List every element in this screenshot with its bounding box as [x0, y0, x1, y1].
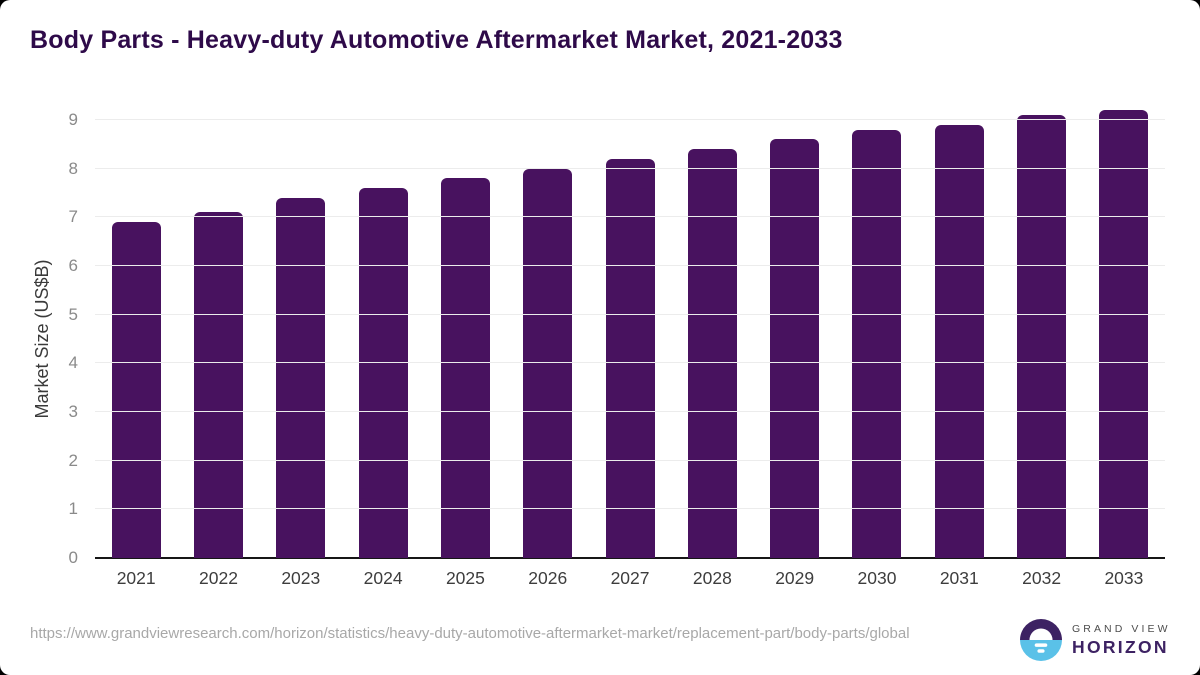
bar-column-2030	[836, 100, 918, 558]
bar-2021[interactable]	[111, 222, 161, 558]
x-tick-2031: 2031	[939, 568, 979, 588]
gridline-9	[95, 118, 1165, 120]
x-axis-labels: 2021 2022 2023 2024 2025 2026 2027 2028 2029 2030…	[95, 568, 1165, 589]
bar-series	[95, 100, 1165, 558]
chart-title: Body Parts - Heavy-duty Automotive After…	[30, 26, 843, 54]
bar-column-2031	[918, 100, 1000, 558]
bar-column-2025	[424, 100, 506, 558]
y-tick-0: 0	[68, 548, 78, 567]
bar-2025[interactable]	[440, 178, 490, 558]
bar-2030[interactable]	[852, 129, 902, 558]
y-tick-2: 2	[68, 450, 78, 470]
bar-column-2021	[95, 100, 177, 558]
x-tick-2022: 2022	[199, 568, 238, 588]
logo-line-grand-view: GRAND VIEW	[1072, 622, 1171, 635]
y-tick-3: 3	[68, 401, 78, 421]
x-tick-2021: 2021	[116, 568, 156, 588]
x-tick-2028: 2028	[692, 568, 732, 588]
y-tick-7: 7	[68, 207, 78, 227]
bar-2023[interactable]	[276, 197, 326, 558]
bar-2028[interactable]	[687, 149, 737, 558]
x-tick-2027: 2027	[610, 568, 650, 588]
plot-area	[95, 100, 1165, 559]
y-axis-title: Market Size (US$B)	[32, 259, 52, 419]
y-tick-8: 8	[68, 158, 78, 178]
y-tick-9: 9	[68, 109, 78, 129]
bar-column-2028	[671, 100, 753, 558]
gridline-1	[95, 508, 1165, 510]
bar-2024[interactable]	[358, 188, 408, 558]
x-tick-2033: 2033	[1104, 568, 1144, 588]
logo-wordmark: GRAND VIEW HORIZON	[1072, 623, 1171, 658]
gridline-3	[95, 411, 1165, 412]
bar-2029[interactable]	[770, 139, 820, 558]
y-tick-4: 4	[68, 353, 78, 373]
bar-column-2023	[260, 100, 342, 558]
gridline-4	[95, 362, 1165, 364]
logo-line-horizon: HORIZON	[1072, 636, 1169, 657]
bar-2031[interactable]	[934, 124, 984, 558]
y-tick-6: 6	[68, 255, 78, 275]
bar-2027[interactable]	[605, 158, 655, 558]
bar-column-2022	[177, 100, 259, 558]
bar-column-2029	[754, 100, 836, 558]
bar-column-2026	[507, 100, 589, 558]
x-tick-2025: 2025	[445, 568, 485, 588]
bar-2033[interactable]	[1099, 110, 1149, 558]
bar-column-2032	[1000, 100, 1082, 558]
x-axis-line	[95, 557, 1165, 559]
x-tick-2024: 2024	[363, 568, 403, 588]
source-url: https://www.grandviewresearch.com/horizo…	[30, 625, 910, 642]
bar-2032[interactable]	[1017, 115, 1067, 558]
gridline-8	[95, 167, 1165, 169]
x-tick-2026: 2026	[528, 568, 568, 588]
y-tick-5: 5	[68, 304, 78, 324]
gridline-6	[95, 264, 1165, 266]
x-tick-2030: 2030	[857, 568, 897, 588]
bar-column-2033	[1083, 100, 1165, 558]
bar-column-2024	[342, 100, 424, 558]
bar-column-2027	[589, 100, 671, 558]
horizon-sun-logo-icon	[1020, 619, 1062, 661]
y-tick-1: 1	[68, 499, 78, 519]
x-tick-2023: 2023	[281, 568, 321, 588]
x-tick-2029: 2029	[775, 568, 815, 588]
x-tick-2032: 2032	[1022, 568, 1062, 588]
gridline-2	[95, 459, 1165, 461]
grand-view-horizon-logo: GRAND VIEW HORIZON	[1020, 619, 1171, 661]
gridline-7	[95, 216, 1165, 218]
gridline-5	[95, 313, 1165, 315]
bar-2022[interactable]	[193, 212, 243, 558]
